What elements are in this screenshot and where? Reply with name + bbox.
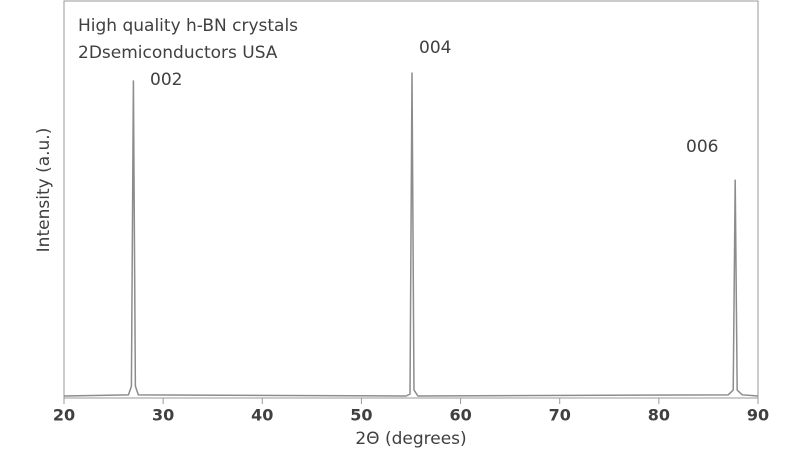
- peak-label: 004: [419, 38, 451, 58]
- x-tick-label: 30: [152, 406, 174, 425]
- x-tick-label: 80: [648, 406, 670, 425]
- peak-label: 002: [150, 70, 182, 90]
- x-tick-label: 40: [251, 406, 273, 425]
- peak-label: 006: [686, 137, 718, 157]
- annotation: 2Dsemiconductors USA: [78, 43, 278, 63]
- annotation: High quality h-BN crystals: [78, 16, 298, 36]
- y-axis-label: Intensity (a.u.): [34, 128, 54, 253]
- data-line: [63, 72, 759, 397]
- x-tick-label: 60: [449, 406, 471, 425]
- x-tick-label: 20: [53, 406, 75, 425]
- x-tick-label: 70: [549, 406, 571, 425]
- x-axis-label: 2Θ (degrees): [355, 429, 466, 449]
- plot-frame: [63, 0, 759, 399]
- x-tick-label: 90: [747, 406, 769, 425]
- x-tick-label: 50: [350, 406, 372, 425]
